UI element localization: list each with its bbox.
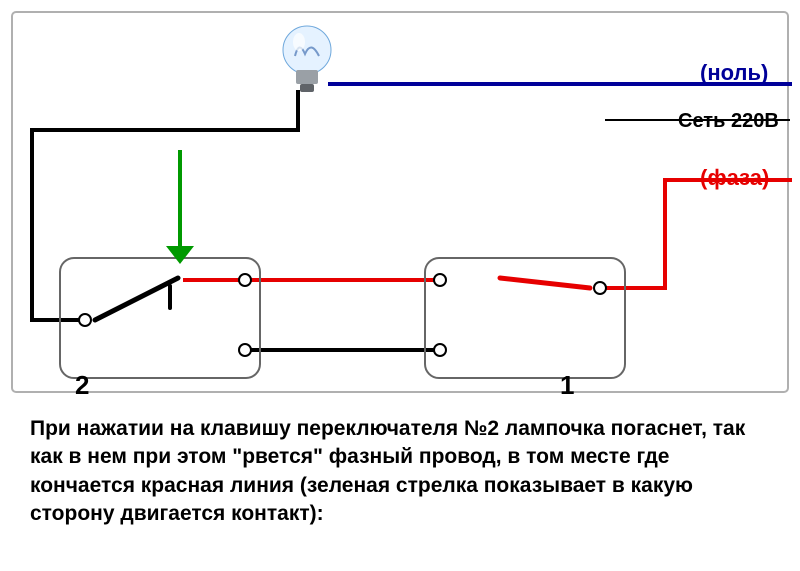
switch-1-label: 1: [560, 370, 574, 401]
caption-text: При нажатии на клавишу переключателя №2 …: [30, 415, 770, 528]
mains-label: Сеть 220В: [678, 110, 779, 133]
neutral-label: (ноль): [700, 60, 768, 86]
phase-label: (фаза): [700, 165, 769, 191]
circuit-diagram: [0, 0, 800, 405]
switch-2-label: 2: [75, 370, 89, 401]
